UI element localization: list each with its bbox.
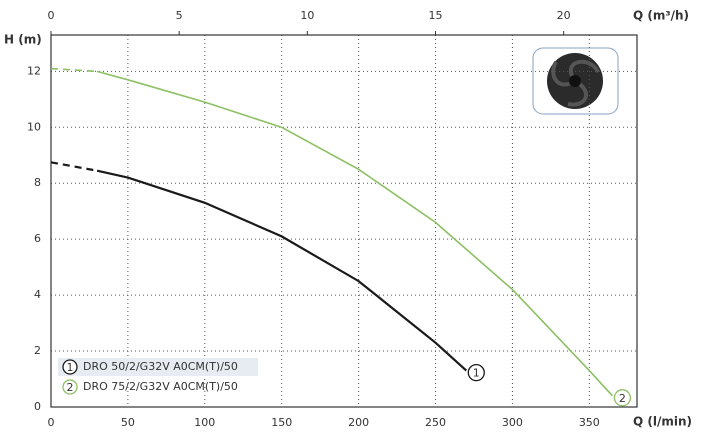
plot-frame (50, 34, 638, 408)
x2-tick-label: 10 (300, 9, 314, 22)
x2-tick-label: 15 (429, 9, 443, 22)
x-tick-label: 350 (579, 416, 600, 429)
x-tick-label: 250 (425, 416, 446, 429)
x-tick-label: 0 (48, 416, 55, 429)
y-tick-label: 0 (34, 400, 41, 413)
curve-marker-label: 1 (473, 367, 480, 380)
curve (96, 169, 468, 372)
x2-tick-label: 20 (557, 9, 571, 22)
curve (96, 70, 613, 397)
curve-marker-label: 2 (619, 392, 626, 405)
curve-marker (613, 389, 632, 407)
x2-tick-label: 5 (176, 9, 183, 22)
impeller-image (532, 47, 619, 115)
x-tick-label: 50 (121, 416, 135, 429)
x2-axis-label: Q (m³/h) (633, 9, 689, 23)
y-tick-label: 6 (34, 232, 41, 245)
x-tick-label: 200 (348, 416, 369, 429)
legend-label: DRO 75/2/G32V A0CM(T)/50 (83, 380, 238, 393)
legend-marker (62, 379, 78, 395)
legend-label: DRO 50/2/G32V A0CM(T)/50 (83, 360, 238, 373)
curve (50, 161, 98, 172)
legend-bg (58, 358, 258, 376)
legend-marker-label: 1 (67, 361, 74, 374)
legend-marker-label: 2 (67, 381, 74, 394)
y-tick-label: 8 (34, 176, 41, 189)
x-tick-label: 150 (271, 416, 292, 429)
y-tick-label: 2 (34, 344, 41, 357)
x-tick-label: 300 (502, 416, 523, 429)
y-tick-label: 4 (34, 288, 41, 301)
y-axis-label: H (m) (4, 33, 42, 47)
legend-marker (62, 359, 78, 375)
x-tick-label: 100 (194, 416, 215, 429)
x-axis-label: Q (l/min) (633, 415, 692, 429)
y-tick-label: 10 (27, 120, 41, 133)
x2-tick-label: 0 (48, 9, 55, 22)
curve (50, 67, 98, 73)
y-tick-label: 12 (27, 64, 41, 77)
curve-marker (467, 363, 485, 382)
